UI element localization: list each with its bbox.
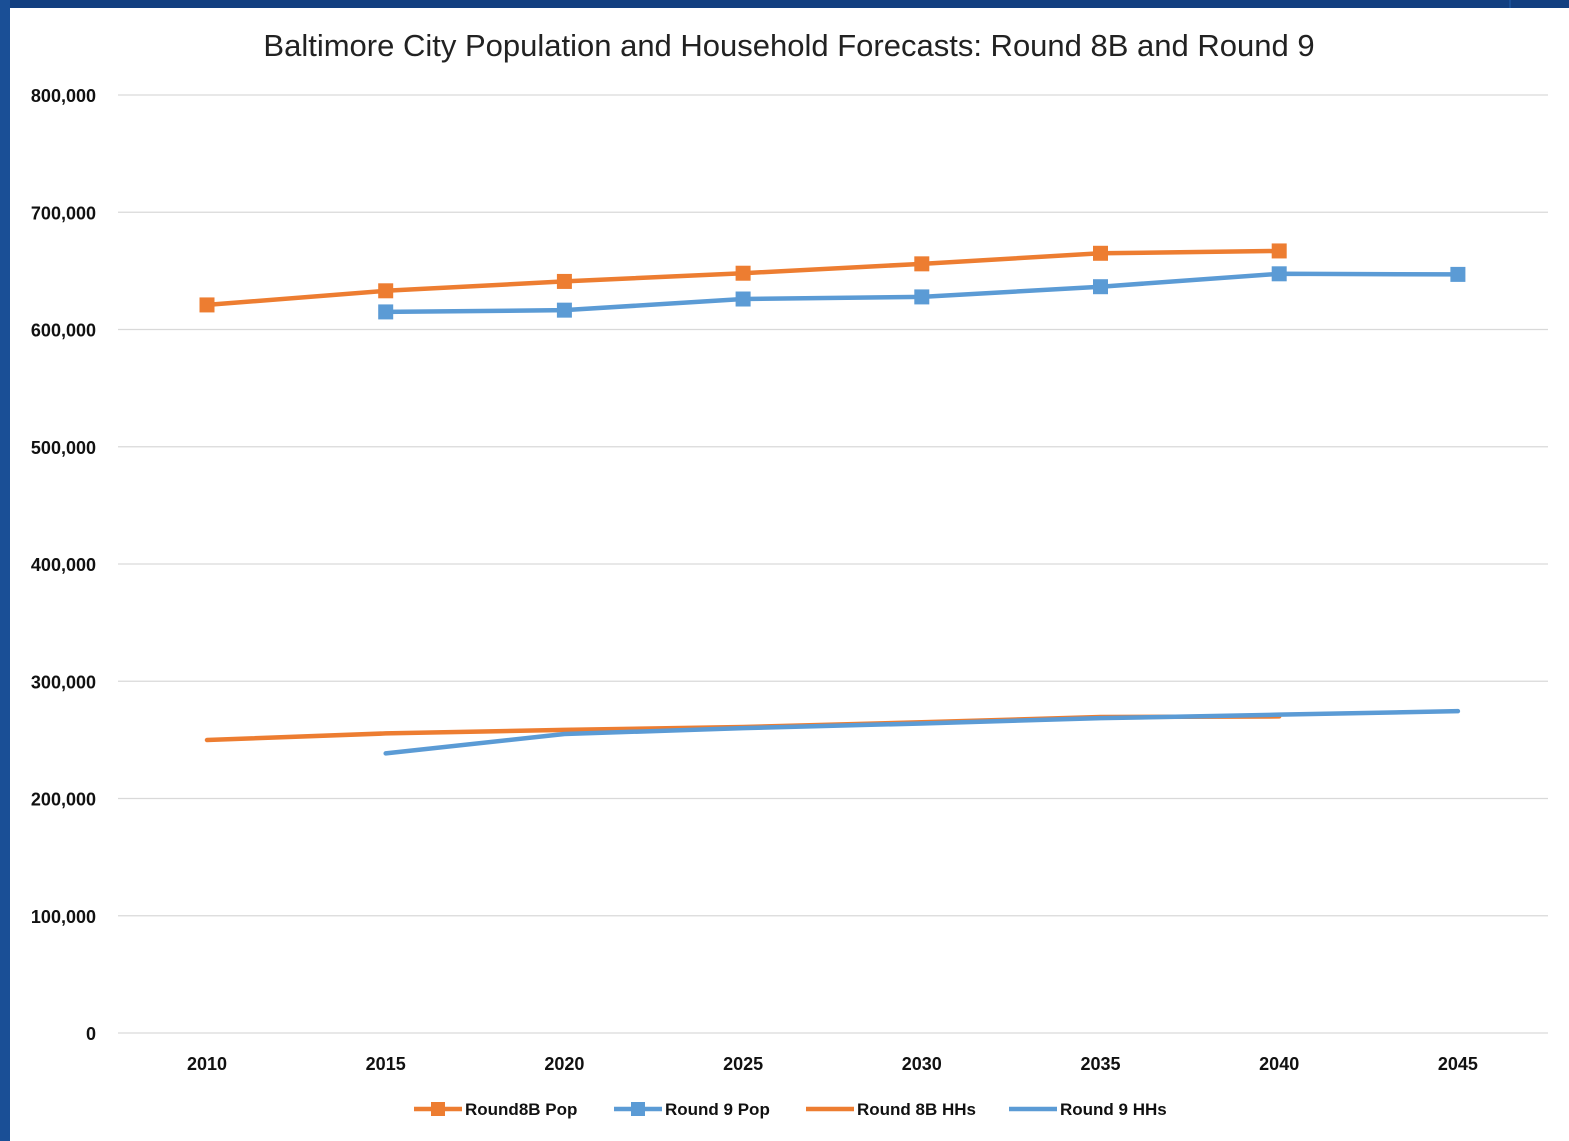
data-point-marker	[556, 302, 572, 318]
x-tick-label: 2030	[902, 1054, 942, 1074]
data-point-marker	[556, 273, 572, 289]
data-point-marker	[1271, 243, 1287, 259]
series-round-9-pop	[378, 266, 1466, 320]
data-point-marker	[735, 265, 751, 281]
y-tick-label: 300,000	[31, 672, 96, 692]
y-tick-label: 0	[86, 1024, 96, 1044]
gridlines	[118, 94, 1548, 1034]
legend-item: Round 8B HHs	[806, 1100, 976, 1119]
series-round8b-pop	[199, 243, 1287, 313]
legend-item: Round 9 Pop	[614, 1100, 770, 1119]
data-point-marker	[1271, 266, 1287, 282]
data-point-marker	[378, 304, 394, 320]
data-point-marker	[914, 289, 930, 305]
y-tick-label: 600,000	[31, 321, 96, 341]
chart-title: Baltimore City Population and Household …	[263, 28, 1314, 63]
y-tick-label: 400,000	[31, 555, 96, 575]
legend-item: Round 9 HHs	[1009, 1100, 1167, 1119]
series-round-9-hhs	[383, 708, 1461, 756]
x-tick-label: 2020	[544, 1054, 584, 1074]
chart-area	[10, 8, 1569, 1141]
y-tick-label: 100,000	[31, 907, 96, 927]
data-point-marker	[735, 291, 751, 307]
data-point-marker	[1450, 266, 1466, 282]
y-tick-label: 200,000	[31, 790, 96, 810]
y-tick-label: 800,000	[31, 86, 96, 106]
window-right-marker	[1509, 0, 1511, 14]
x-tick-label: 2025	[723, 1054, 763, 1074]
legend: Round8B Pop Round 9 Pop Round 8B HHs Round …	[414, 1100, 1167, 1119]
data-point-marker	[914, 256, 930, 272]
legend-label: Round 9 Pop	[665, 1100, 770, 1119]
series-lines	[199, 243, 1466, 756]
y-tick-label: 700,000	[31, 203, 96, 223]
legend-item: Round8B Pop	[414, 1100, 577, 1119]
y-tick-label: 500,000	[31, 438, 96, 458]
x-axis-ticks: 2010 2015 2020 2025 2030 2035 2040 2045	[187, 1054, 1478, 1074]
legend-label: Round8B Pop	[465, 1100, 577, 1119]
data-point-marker	[1093, 245, 1108, 261]
legend-swatch-marker	[431, 1102, 445, 1116]
y-axis-ticks: 0 100,000 200,000 300,000 400,000 500,000 600,…	[31, 86, 96, 1044]
data-point-marker	[1093, 279, 1108, 295]
legend-label: Round 8B HHs	[857, 1100, 976, 1119]
data-point-marker	[199, 297, 215, 313]
x-tick-label: 2015	[366, 1054, 406, 1074]
x-tick-label: 2045	[1438, 1054, 1478, 1074]
window-top-border	[0, 0, 1569, 8]
x-tick-label: 2010	[187, 1054, 227, 1074]
window-left-border	[0, 0, 10, 1141]
x-tick-label: 2035	[1080, 1054, 1120, 1074]
series-line	[383, 708, 1461, 756]
data-point-marker	[378, 283, 394, 299]
legend-swatch-marker	[631, 1102, 645, 1116]
legend-label: Round 9 HHs	[1060, 1100, 1167, 1119]
x-tick-label: 2040	[1259, 1054, 1299, 1074]
